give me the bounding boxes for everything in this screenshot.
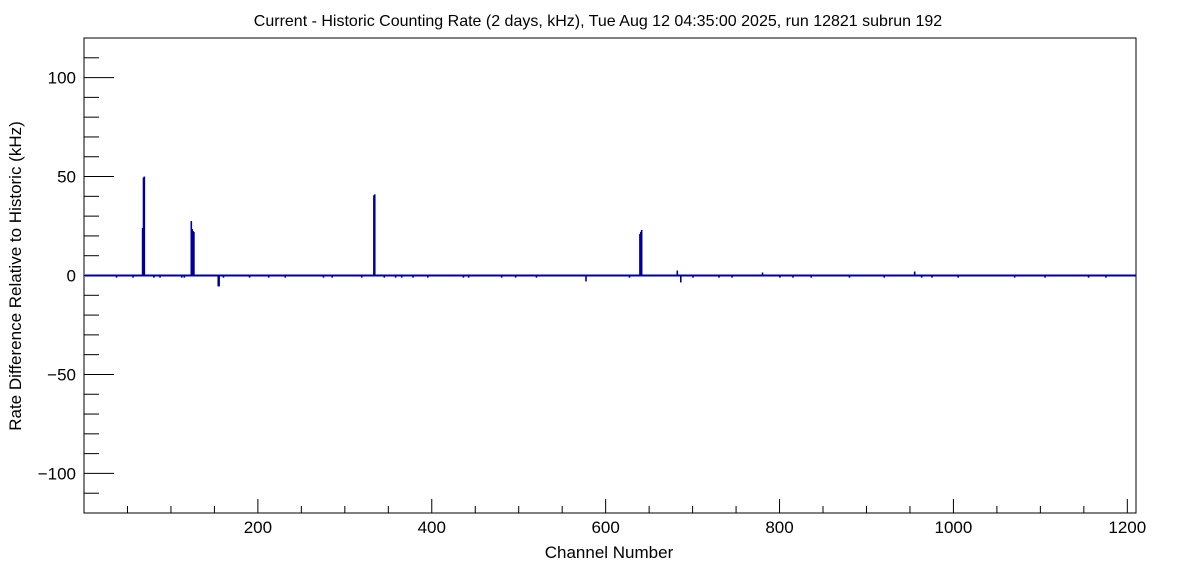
chart-title: Current - Historic Counting Rate (2 days… xyxy=(254,13,943,30)
histogram-bin xyxy=(957,275,959,278)
histogram-bin xyxy=(116,275,118,278)
histogram-bin xyxy=(331,275,333,278)
histogram-bin xyxy=(692,275,694,278)
histogram-bin xyxy=(849,275,851,278)
histogram-bin xyxy=(1088,275,1090,278)
histogram-bin xyxy=(249,275,251,278)
histogram-bin xyxy=(731,275,733,278)
histogram-bin xyxy=(374,194,376,276)
histogram-bin xyxy=(629,275,631,278)
y-axis-label: Rate Difference Relative to Historic (kH… xyxy=(6,121,25,431)
histogram-bin xyxy=(501,275,503,278)
y-tick-label: −100 xyxy=(38,464,76,483)
histogram-bin xyxy=(1044,275,1046,278)
histogram-bin xyxy=(641,230,643,277)
histogram-bin xyxy=(585,275,587,282)
x-tick-label: 200 xyxy=(244,518,272,537)
histogram-bin xyxy=(159,275,161,278)
histogram-bin xyxy=(1014,275,1016,278)
x-tick-label: 800 xyxy=(765,518,793,537)
histogram-bin xyxy=(762,273,764,277)
histogram-bin xyxy=(412,275,414,278)
histogram-bin xyxy=(361,275,363,278)
x-tick-label: 1200 xyxy=(1108,518,1146,537)
histogram-bin xyxy=(468,275,470,278)
histogram-bin xyxy=(931,275,933,278)
histogram-bin xyxy=(218,275,220,287)
histogram-bin xyxy=(677,271,679,277)
histogram-bin xyxy=(144,177,146,277)
histogram-bin xyxy=(193,232,195,277)
histogram-bin xyxy=(153,275,155,278)
histogram-bin xyxy=(427,275,429,278)
histogram-bin xyxy=(536,275,538,278)
histogram-bin xyxy=(883,275,885,278)
histogram-bin xyxy=(323,275,325,278)
histogram-bin xyxy=(718,275,720,278)
histogram-bin xyxy=(921,275,923,278)
histogram-bin xyxy=(463,275,465,278)
x-axis-label: Channel Number xyxy=(545,543,674,562)
histogram-bars xyxy=(85,177,1136,287)
histogram-bin xyxy=(184,275,186,278)
histogram-bin xyxy=(914,272,916,277)
histogram-bin xyxy=(680,275,682,283)
x-tick-label: 400 xyxy=(418,518,446,537)
x-tick-label: 600 xyxy=(591,518,619,537)
y-tick-label: −50 xyxy=(47,365,76,384)
histogram-bin xyxy=(223,275,225,278)
x-tick-label: 1000 xyxy=(935,518,973,537)
y-tick-label: 0 xyxy=(67,267,76,286)
histogram-bin xyxy=(268,275,270,278)
histogram-bin xyxy=(384,275,386,278)
histogram-bin xyxy=(284,275,286,278)
histogram-bin xyxy=(792,275,794,278)
histogram-bin xyxy=(1105,275,1107,278)
y-tick-label: 100 xyxy=(48,69,76,88)
histogram-bin xyxy=(779,275,781,278)
y-tick-label: 50 xyxy=(57,168,76,187)
histogram-bin xyxy=(401,275,403,278)
histogram-bin xyxy=(810,275,812,278)
histogram-bin xyxy=(395,275,397,278)
axis-ticks: 200 400 600 800 1000 1200 −100 −50 0 50 100 xyxy=(38,58,1147,537)
histogram-chart: Current - Historic Counting Rate (2 days… xyxy=(0,0,1196,572)
histogram-bin xyxy=(181,275,183,278)
histogram-bin xyxy=(132,275,134,278)
histogram-bin xyxy=(515,275,517,278)
